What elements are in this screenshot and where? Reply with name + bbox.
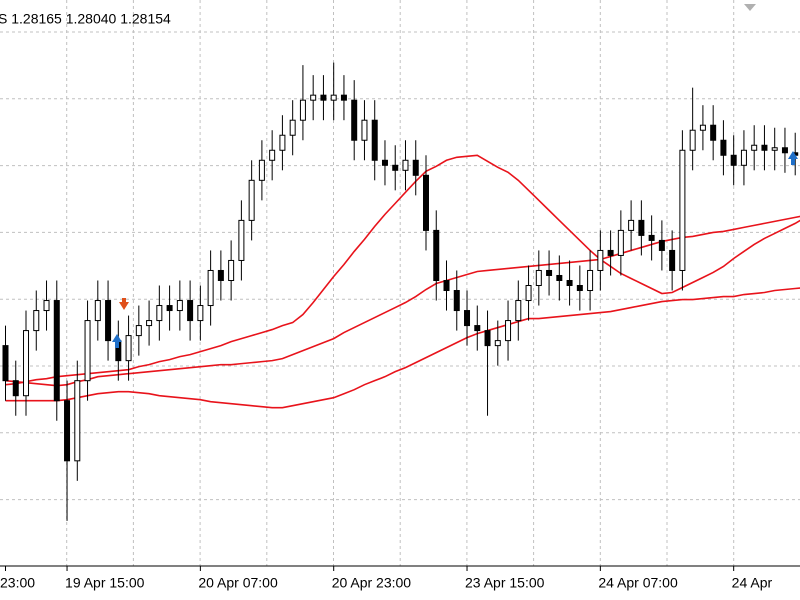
candle-body xyxy=(464,310,471,327)
candle-body xyxy=(361,119,368,141)
candle-body xyxy=(228,259,235,281)
candle-body xyxy=(43,300,50,312)
candle-body xyxy=(340,94,347,101)
indicator-line xyxy=(5,287,800,409)
candle-body xyxy=(330,94,337,101)
candle-body xyxy=(53,300,60,402)
candle-body xyxy=(535,269,542,287)
candle-body xyxy=(720,139,727,156)
candle-body xyxy=(238,219,245,261)
candle-body xyxy=(12,380,19,397)
candle-body xyxy=(2,345,9,382)
candle-body xyxy=(607,249,614,256)
candle-body xyxy=(258,159,265,181)
candle-body xyxy=(269,149,276,161)
x-tick-label: 24 Apr 07:00 xyxy=(598,575,678,591)
header-quote: S 1.28165 1.28040 1.28154 xyxy=(0,11,171,27)
candle-body xyxy=(371,119,378,161)
candle-body xyxy=(505,320,512,342)
candle-body xyxy=(64,400,71,462)
candle-body xyxy=(617,229,624,256)
candle-body xyxy=(474,325,481,332)
candle-body xyxy=(176,300,183,312)
candle-body xyxy=(494,340,501,347)
x-tick-label: 24 Apr xyxy=(732,575,773,591)
buy-arrow xyxy=(788,151,798,165)
candle-body xyxy=(197,305,204,322)
candle-body xyxy=(412,159,419,176)
candle-body xyxy=(135,325,142,337)
candle-body xyxy=(320,94,327,101)
candle-body xyxy=(730,154,737,166)
candle-body xyxy=(566,279,573,287)
candle-body xyxy=(525,285,532,302)
candle-body xyxy=(381,159,388,166)
candle-body xyxy=(23,330,30,397)
x-tick-label: 23:00 xyxy=(0,575,35,591)
candle-body xyxy=(279,134,286,151)
candle-body xyxy=(669,249,676,271)
candle-body xyxy=(556,274,563,281)
candle-body xyxy=(74,380,81,462)
candle-body xyxy=(105,300,112,342)
candle-body xyxy=(33,310,40,332)
x-tick-label: 20 Apr 07:00 xyxy=(198,575,278,591)
candle-body xyxy=(125,335,132,362)
candle-body xyxy=(648,234,655,241)
candle-body xyxy=(699,124,706,131)
indicator-line xyxy=(5,154,800,386)
candle-body xyxy=(484,330,491,347)
x-tick-label: 20 Apr 23:00 xyxy=(332,575,412,591)
candle-body xyxy=(433,229,440,281)
candle-body xyxy=(453,290,460,312)
grid xyxy=(0,0,800,566)
candle-body xyxy=(443,279,450,292)
candle-body xyxy=(761,144,768,151)
candle-body xyxy=(658,239,665,251)
candle-body xyxy=(299,99,306,121)
candle-body xyxy=(351,99,358,141)
candle-body xyxy=(689,129,696,151)
buy-arrow xyxy=(112,334,122,348)
candle-body xyxy=(515,300,522,322)
candle-body xyxy=(156,305,163,322)
scroll-marker[interactable] xyxy=(744,4,756,11)
candle-body xyxy=(628,219,635,231)
x-axis-labels: 23:00 19 Apr 15:00 20 Apr 07:00 20 Apr 23:0… xyxy=(0,566,772,591)
sell-arrow xyxy=(119,298,129,310)
candle-body xyxy=(638,219,645,236)
candle-body xyxy=(84,320,91,382)
candle-body xyxy=(740,149,747,166)
candles xyxy=(2,62,799,521)
candle-body xyxy=(422,174,429,231)
candle-body xyxy=(187,300,194,322)
candle-body xyxy=(576,285,583,292)
candle-body xyxy=(597,249,604,271)
candle-body xyxy=(710,124,717,141)
candle-body xyxy=(146,320,153,327)
candle-body xyxy=(207,269,214,307)
candle-body xyxy=(217,269,224,281)
candle-body xyxy=(166,305,173,312)
candle-body xyxy=(771,147,778,151)
candle-body xyxy=(679,149,686,271)
candle-body xyxy=(402,159,409,171)
candle-body xyxy=(392,164,399,171)
candle-body xyxy=(587,269,594,292)
candle-body xyxy=(248,179,255,221)
candle-body xyxy=(94,300,101,322)
candle-body xyxy=(546,269,553,276)
candle-body xyxy=(310,94,317,101)
candle-body xyxy=(751,144,758,151)
x-tick-label: 19 Apr 15:00 xyxy=(65,575,145,591)
candle-body xyxy=(289,119,296,136)
x-tick-label: 23 Apr 15:00 xyxy=(465,575,545,591)
candle-body xyxy=(781,147,788,154)
